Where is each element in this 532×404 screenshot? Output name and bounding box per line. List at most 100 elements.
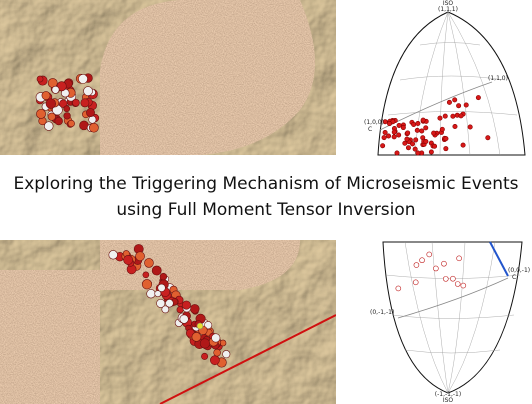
- marker: [199, 338, 210, 349]
- marker: [211, 333, 221, 343]
- top-map: [0, 0, 336, 155]
- marker: [431, 130, 437, 136]
- marker: [44, 121, 54, 131]
- marker: [63, 112, 71, 120]
- title-line: using Full Moment Tensor Inversion: [116, 200, 416, 220]
- marker: [414, 127, 420, 133]
- marker: [443, 146, 449, 152]
- marker: [196, 322, 204, 330]
- marker: [47, 112, 56, 121]
- marker: [412, 279, 419, 286]
- marker: [189, 304, 200, 314]
- marker: [395, 285, 402, 292]
- marker: [59, 99, 68, 108]
- marker: [423, 125, 429, 131]
- marker: [450, 113, 456, 119]
- marker: [157, 283, 166, 292]
- marker: [485, 135, 491, 141]
- marker: [382, 130, 388, 136]
- marker: [380, 143, 386, 149]
- marker: [412, 146, 418, 152]
- marker: [51, 85, 60, 94]
- marker: [432, 143, 438, 149]
- marker: [36, 108, 46, 119]
- marker: [210, 355, 220, 366]
- right-label: C: [512, 274, 516, 281]
- marker: [458, 113, 464, 119]
- marker: [83, 86, 93, 96]
- left-label: (0,-1,-1): [370, 309, 394, 316]
- marker: [387, 121, 393, 127]
- marker: [428, 149, 434, 155]
- marker: [456, 255, 462, 262]
- marker: [391, 134, 397, 140]
- marker: [156, 298, 166, 308]
- marker: [426, 251, 433, 258]
- marker: [452, 97, 458, 103]
- bottom-label: ISO: [443, 397, 454, 404]
- marker: [89, 122, 99, 133]
- title-line: Exploring the Triggering Mechanism of Mi…: [13, 174, 519, 194]
- marker: [394, 150, 400, 156]
- marker: [36, 75, 44, 83]
- marker: [161, 305, 170, 314]
- marker: [151, 265, 162, 276]
- marker: [439, 126, 445, 132]
- marker: [123, 255, 134, 265]
- marker: [405, 145, 411, 151]
- marker: [135, 251, 145, 262]
- marker: [176, 306, 184, 314]
- marker: [141, 279, 153, 290]
- marker: [400, 125, 406, 131]
- marker: [437, 115, 443, 121]
- marker: [454, 281, 461, 287]
- marker: [41, 91, 51, 100]
- marker: [405, 130, 411, 136]
- apex-coord: (1,1,1): [438, 6, 458, 13]
- marker: [456, 103, 462, 109]
- bottom-coord: (-1,-1,-1): [435, 391, 461, 398]
- marker: [441, 260, 447, 267]
- marker: [411, 122, 417, 128]
- right-coord: (0,0,-1): [508, 267, 530, 274]
- marker: [386, 133, 392, 139]
- marker: [54, 116, 63, 126]
- marker: [88, 115, 97, 124]
- marker: [452, 124, 458, 130]
- marker: [381, 135, 387, 141]
- marker: [413, 262, 420, 268]
- apex-label: ISO: [443, 0, 454, 7]
- marker: [404, 136, 410, 142]
- marker: [442, 113, 448, 119]
- marker: [443, 136, 449, 142]
- marker: [450, 275, 456, 282]
- marker: [63, 105, 71, 113]
- marker: [463, 102, 469, 108]
- marker: [201, 352, 209, 360]
- marker: [467, 124, 473, 130]
- marker: [423, 139, 429, 145]
- marker: [460, 142, 466, 148]
- marker: [144, 258, 154, 268]
- marker: [396, 122, 402, 128]
- left-coord: (1,0,0): [364, 119, 384, 126]
- marker: [460, 282, 467, 289]
- marker: [142, 271, 150, 279]
- marker: [179, 314, 189, 324]
- marker: [78, 74, 88, 84]
- marker: [213, 348, 221, 357]
- marker: [204, 321, 213, 330]
- marker: [402, 140, 408, 146]
- marker: [410, 141, 416, 147]
- marker: [191, 332, 202, 342]
- top-lune: ISO (1,1,1) (1,1,0) (1,0,0) C: [364, 0, 526, 156]
- marker: [222, 350, 231, 359]
- marker: [396, 132, 402, 138]
- bottom-map: [0, 240, 336, 404]
- marker: [72, 98, 80, 107]
- marker: [413, 137, 419, 143]
- marker: [165, 299, 174, 308]
- marker: [146, 289, 156, 299]
